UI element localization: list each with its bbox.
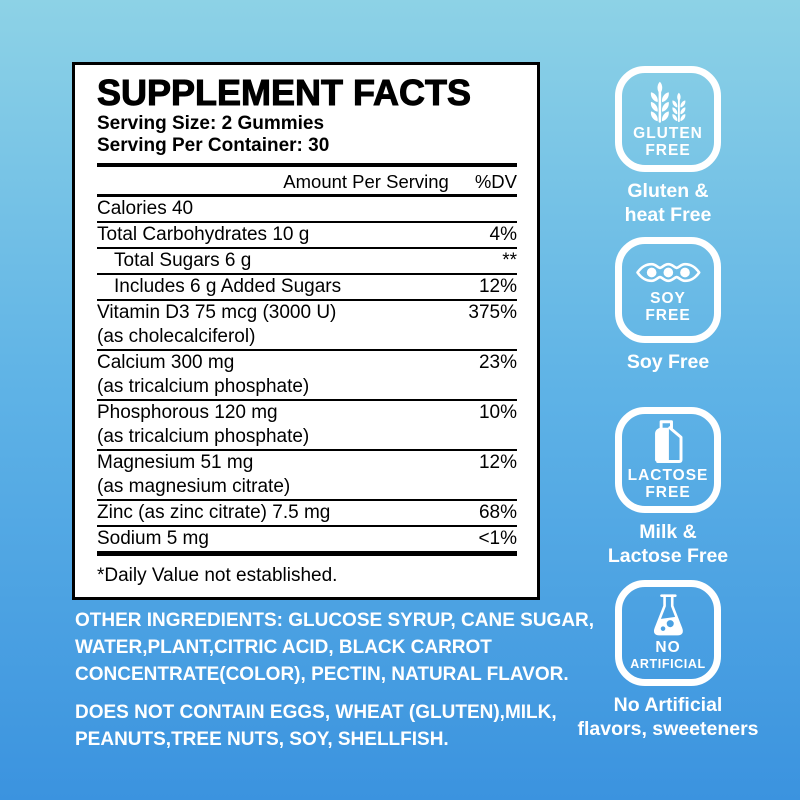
soy-free-badge: SOY FREE Soy Free xyxy=(615,237,721,374)
nutrient-name: Includes 6 g Added Sugars xyxy=(114,276,342,297)
table-row: Phosphorous 120 mg 10% (as tricalcium ph… xyxy=(97,399,517,449)
badge-word: FREE xyxy=(645,307,691,324)
soy-pod-icon xyxy=(635,262,701,283)
divider-thick xyxy=(97,163,517,167)
serving-size: Serving Size: 2 Gummies xyxy=(97,113,325,134)
nutrient-dv-value: 23% xyxy=(478,352,517,373)
column-percent-dv: %DV xyxy=(474,171,517,192)
badge-caption: Soy Free xyxy=(626,351,710,373)
wheat-icon xyxy=(644,79,692,125)
table-row: Calories 40 xyxy=(97,197,517,221)
table-row: Vitamin D3 75 mcg (3000 U) 375% (as chol… xyxy=(97,299,517,349)
daily-value-footnote: *Daily Value not established. xyxy=(97,565,338,586)
no-artificial-badge: NO ARTIFICIAL No Artificial flavors, swe… xyxy=(577,580,759,741)
lactose-free-seal: LACTOSE FREE xyxy=(615,407,721,513)
divider-thick-bottom xyxy=(97,551,517,556)
table-row: Zinc (as zinc citrate) 7.5 mg 68% xyxy=(97,499,517,525)
nutrient-dv-value: 375% xyxy=(468,302,517,323)
nutrient-name: Zinc (as zinc citrate) 7.5 mg xyxy=(97,502,331,523)
nutrient-table: Calories 40 Total Carbohydrates 10 g 4% … xyxy=(97,197,517,551)
nutrient-name: Vitamin D3 75 mcg (3000 U) xyxy=(97,302,337,323)
nutrient-name: Magnesium 51 mg xyxy=(97,452,254,473)
column-amount-per-serving: Amount Per Serving xyxy=(283,171,449,192)
table-row: Includes 6 g Added Sugars 12% xyxy=(97,273,517,299)
table-row: Calcium 300 mg 23% (as tricalcium phosph… xyxy=(97,349,517,399)
flask-icon xyxy=(653,594,683,636)
gluten-free-badge: GLUTEN FREE Gluten & heat Free xyxy=(615,66,721,227)
nutrient-dv-value: <1% xyxy=(478,528,517,549)
supplement-facts-panel: SUPPLEMENT FACTS Serving Size: 2 Gummies… xyxy=(72,62,540,600)
nutrient-name: Total Sugars 6 g xyxy=(114,250,252,271)
text-line: OTHER INGREDIENTS: GLUCOSE SYRUP, CANE S… xyxy=(75,610,595,631)
nutrient-dv-value: 4% xyxy=(489,224,517,245)
badge-word: LACTOSE xyxy=(627,466,709,484)
nutrient-name: Calcium 300 mg xyxy=(97,352,235,373)
nutrient-name: Calories 40 xyxy=(97,198,194,219)
no-artificial-seal: NO ARTIFICIAL xyxy=(615,580,721,686)
badge-caption: Milk & Lactose Free xyxy=(607,521,729,567)
badge-word: ARTIFICIAL xyxy=(630,657,706,671)
ingredients-section: OTHER INGREDIENTS: GLUCOSE SYRUP, CANE S… xyxy=(75,607,595,753)
nutrient-dv-value: 10% xyxy=(478,402,517,423)
badge-word: GLUTEN xyxy=(633,125,703,142)
panel-title: SUPPLEMENT FACTS xyxy=(97,72,472,113)
serving-per-container: Serving Per Container: 30 xyxy=(97,135,330,156)
soy-free-seal: SOY FREE xyxy=(615,237,721,343)
nutrient-dv-value: ** xyxy=(502,250,517,271)
nutrient-source: (as cholecalciferol) xyxy=(97,326,256,347)
nutrient-name: Sodium 5 mg xyxy=(97,528,209,549)
does-not-contain-text: DOES NOT CONTAIN EGGS, WHEAT (GLUTEN),MI… xyxy=(75,699,580,753)
nutrient-dv-value: 12% xyxy=(478,276,517,297)
nutrient-source: (as tricalcium phosphate) xyxy=(97,376,310,397)
nutrient-source: (as tricalcium phosphate) xyxy=(97,426,310,447)
nutrient-name: Phosphorous 120 mg xyxy=(97,402,278,423)
text-line: PEANUTS,TREE NUTS, SOY, SHELLFISH. xyxy=(75,729,449,750)
table-row: Sodium 5 mg <1% xyxy=(97,525,517,551)
lactose-free-badge: LACTOSE FREE Milk & Lactose Free xyxy=(608,407,728,568)
nutrient-name: Total Carbohydrates 10 g xyxy=(97,224,310,245)
text-line: DOES NOT CONTAIN EGGS, WHEAT (GLUTEN),MI… xyxy=(75,702,557,723)
badge-caption: Gluten & heat Free xyxy=(624,180,712,226)
gluten-free-seal: GLUTEN FREE xyxy=(615,66,721,172)
table-row: Total Carbohydrates 10 g 4% xyxy=(97,221,517,247)
text-line: WATER,PLANT,CITRIC ACID, BLACK CARROT xyxy=(75,637,492,658)
nutrient-source: (as magnesium citrate) xyxy=(97,476,291,497)
text-line: CONCENTRATE(COLOR), PECTIN, NATURAL FLAV… xyxy=(75,664,569,685)
other-ingredients-text: OTHER INGREDIENTS: GLUCOSE SYRUP, CANE S… xyxy=(75,607,595,688)
table-row: Magnesium 51 mg 12% (as magnesium citrat… xyxy=(97,449,517,499)
table-row: Total Sugars 6 g ** xyxy=(97,247,517,273)
table-header: Amount Per Serving %DV xyxy=(97,167,517,197)
nutrient-dv-value: 68% xyxy=(478,502,517,523)
badge-word: FREE xyxy=(645,142,691,159)
badge-word: SOY xyxy=(650,290,686,307)
badge-word: FREE xyxy=(645,483,691,501)
milk-carton-icon xyxy=(655,419,683,463)
badge-caption: No Artificial flavors, sweeteners xyxy=(577,694,759,740)
badge-word: NO xyxy=(655,639,681,656)
nutrient-dv-value: 12% xyxy=(478,452,517,473)
